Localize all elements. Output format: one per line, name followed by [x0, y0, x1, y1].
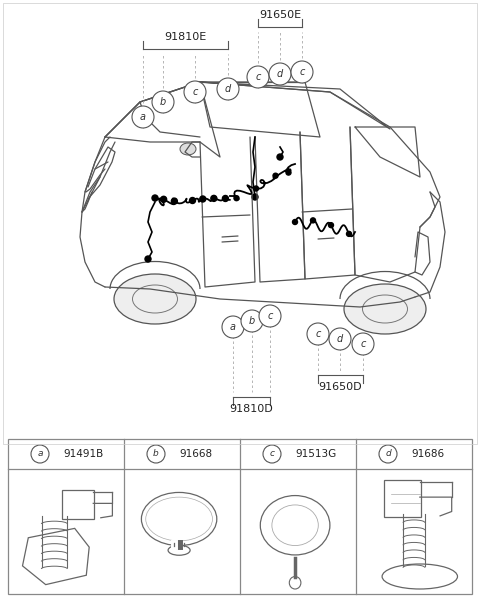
Circle shape	[307, 323, 329, 345]
Circle shape	[211, 196, 217, 202]
Ellipse shape	[344, 284, 426, 334]
Circle shape	[352, 333, 374, 355]
Text: d: d	[225, 84, 231, 94]
Circle shape	[190, 197, 195, 203]
Circle shape	[269, 63, 291, 85]
Text: c: c	[269, 450, 275, 459]
Circle shape	[234, 196, 239, 200]
Circle shape	[222, 316, 244, 338]
Text: c: c	[255, 72, 261, 82]
Circle shape	[222, 196, 228, 202]
Circle shape	[328, 223, 334, 228]
Circle shape	[200, 196, 206, 202]
Text: c: c	[267, 311, 273, 321]
Circle shape	[247, 66, 269, 88]
Ellipse shape	[180, 143, 196, 155]
Text: 91491B: 91491B	[63, 449, 103, 459]
Circle shape	[292, 220, 298, 225]
Circle shape	[273, 173, 278, 178]
Circle shape	[286, 170, 291, 175]
Circle shape	[311, 218, 315, 223]
Text: c: c	[300, 67, 305, 77]
Text: c: c	[360, 339, 366, 349]
Circle shape	[252, 194, 258, 200]
Text: 91668: 91668	[179, 449, 212, 459]
Circle shape	[184, 81, 206, 103]
Text: 91650D: 91650D	[319, 382, 362, 392]
Text: 91650E: 91650E	[259, 10, 301, 20]
Circle shape	[277, 154, 283, 160]
Text: a: a	[230, 322, 236, 332]
Text: b: b	[153, 450, 159, 459]
Text: c: c	[315, 329, 321, 339]
Circle shape	[152, 195, 158, 201]
Circle shape	[347, 231, 351, 237]
Text: 91513G: 91513G	[295, 449, 336, 459]
Text: a: a	[140, 112, 146, 122]
Text: b: b	[249, 316, 255, 326]
Circle shape	[217, 78, 239, 100]
Circle shape	[259, 305, 281, 327]
Circle shape	[132, 106, 154, 128]
Circle shape	[329, 328, 351, 350]
Circle shape	[291, 61, 313, 83]
Text: 91686: 91686	[411, 449, 444, 459]
Text: c: c	[192, 87, 198, 97]
Text: d: d	[385, 450, 391, 459]
Circle shape	[152, 91, 174, 113]
Text: a: a	[37, 450, 43, 459]
Text: 91810E: 91810E	[164, 32, 206, 42]
Text: d: d	[277, 69, 283, 79]
Ellipse shape	[114, 274, 196, 324]
Text: b: b	[160, 97, 166, 107]
Circle shape	[241, 310, 263, 332]
Circle shape	[145, 256, 151, 262]
Bar	[8, 439, 472, 594]
Text: d: d	[337, 334, 343, 344]
Circle shape	[171, 198, 178, 204]
Circle shape	[161, 196, 167, 202]
Circle shape	[253, 186, 259, 191]
Text: 91810D: 91810D	[229, 404, 274, 414]
